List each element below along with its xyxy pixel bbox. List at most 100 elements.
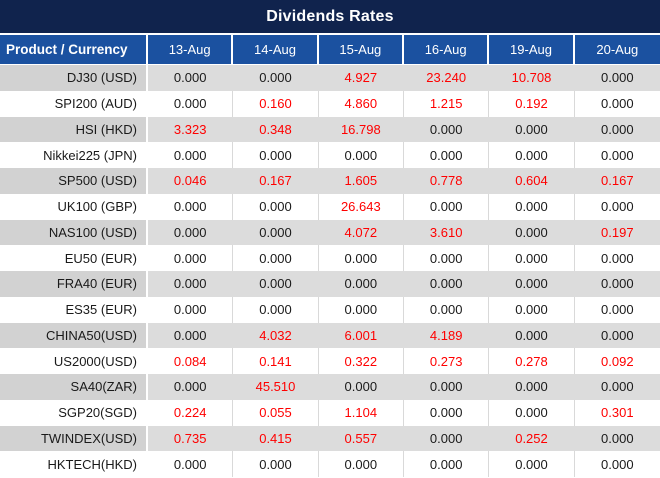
value-cell: 0.000	[404, 296, 490, 323]
value-cell: 0.000	[429, 379, 463, 395]
value-cell: 0.000	[429, 121, 463, 137]
value-cell: 0.000	[148, 90, 234, 117]
value-cell: 0.167	[259, 173, 292, 189]
table-row: SA40(ZAR) 0.000 45.510 0.000 0.000 0.000 0.000	[0, 374, 660, 400]
product-cell: EU50 (EUR)	[0, 245, 148, 271]
value-cell: 0.778	[429, 173, 463, 189]
value-cell: 0.000	[429, 430, 463, 446]
value-cell: 0.348	[259, 121, 292, 137]
value-cell: 0.000	[148, 451, 234, 477]
table-row: TWINDEX(USD) 0.735 0.415 0.557 0.000 0.252 0.0…	[0, 425, 660, 452]
value-cell: 0.278	[489, 348, 575, 374]
value-cell: 0.000	[233, 245, 319, 271]
value-cell: 0.000	[489, 399, 575, 426]
value-cell: 0.192	[489, 90, 575, 117]
product-cell: SPI200 (AUD)	[0, 90, 148, 117]
product-cell: SP500 (USD)	[0, 168, 148, 194]
value-cell: 0.197	[601, 224, 634, 240]
value-cell: 0.000	[233, 451, 319, 477]
product-cell: DJ30 (USD)	[0, 65, 148, 91]
header-product-currency: Product / Currency	[0, 35, 148, 64]
value-cell: 0.000	[515, 121, 548, 137]
product-cell: HSI (HKD)	[0, 116, 148, 143]
value-cell: 0.000	[404, 451, 490, 477]
value-cell: 0.000	[601, 70, 634, 86]
value-cell: 0.000	[601, 327, 634, 343]
header-date: 19-Aug	[489, 35, 575, 64]
value-cell: 0.000	[319, 142, 404, 168]
value-cell: 0.000	[404, 142, 490, 168]
header-date: 15-Aug	[319, 35, 404, 64]
value-cell: 0.224	[148, 399, 234, 426]
product-cell: TWINDEX(USD)	[0, 425, 148, 452]
value-cell: 0.092	[601, 353, 634, 369]
value-cell: 0.000	[173, 276, 207, 292]
value-cell: 0.000	[489, 245, 575, 271]
product-cell: Nikkei225 (JPN)	[0, 142, 148, 168]
table-row: CHINA50(USD) 0.000 4.032 6.001 4.189 0.000 0.0…	[0, 322, 660, 349]
value-cell: 1.104	[319, 399, 404, 426]
table-row: UK100 (GBP) 0.000 0.000 26.643 0.000 0.000 0.0…	[0, 193, 660, 220]
value-cell: 0.000	[601, 379, 634, 395]
value-cell: 4.927	[344, 70, 378, 86]
table-header-row: Product / Currency 13-Aug 14-Aug 15-Aug 16-…	[0, 33, 660, 65]
value-cell: 0.000	[601, 96, 634, 112]
value-cell: 3.323	[173, 121, 207, 137]
value-cell: 0.000	[601, 456, 634, 472]
value-cell: 0.141	[233, 348, 319, 374]
value-cell: 0.000	[173, 379, 207, 395]
value-cell: 0.000	[173, 224, 207, 240]
table-row: SGP20(SGD) 0.224 0.055 1.104 0.000 0.000 0.301	[0, 399, 660, 426]
table-row: FRA40 (EUR) 0.000 0.000 0.000 0.000 0.000 0.00…	[0, 271, 660, 297]
table-row: HSI (HKD) 3.323 0.348 16.798 0.000 0.000 0.000	[0, 116, 660, 143]
value-cell: 0.084	[148, 348, 234, 374]
value-cell: 0.000	[173, 327, 207, 343]
value-cell: 1.605	[344, 173, 378, 189]
table-row: SPI200 (AUD) 0.000 0.160 4.860 1.215 0.192 0.0…	[0, 90, 660, 117]
product-cell: NAS100 (USD)	[0, 219, 148, 246]
product-cell: CHINA50(USD)	[0, 322, 148, 349]
value-cell: 0.000	[173, 70, 207, 86]
value-cell: 0.000	[515, 276, 548, 292]
value-cell: 0.000	[319, 296, 404, 323]
value-cell: 0.000	[148, 142, 234, 168]
value-cell: 0.000	[344, 379, 378, 395]
value-cell: 0.604	[515, 173, 548, 189]
value-cell: 0.000	[489, 451, 575, 477]
value-cell: 0.000	[601, 121, 634, 137]
value-cell: 0.000	[148, 193, 234, 220]
product-cell: US2000(USD)	[0, 348, 148, 374]
value-cell: 0.322	[319, 348, 404, 374]
value-cell: 0.000	[148, 245, 234, 271]
value-cell: 0.000	[319, 451, 404, 477]
value-cell: 3.610	[429, 224, 463, 240]
value-cell: 0.000	[259, 70, 292, 86]
product-cell: SA40(ZAR)	[0, 374, 148, 400]
table-row: EU50 (EUR) 0.000 0.000 0.000 0.000 0.000 0.000	[0, 245, 660, 271]
table-row: DJ30 (USD) 0.000 0.000 4.927 23.240 10.708 0.0…	[0, 65, 660, 91]
value-cell: 23.240	[426, 70, 467, 86]
value-cell: 0.000	[489, 193, 575, 220]
value-cell: 0.735	[173, 430, 207, 446]
value-cell: 0.000	[259, 276, 292, 292]
value-cell: 0.167	[601, 173, 634, 189]
value-cell: 0.000	[515, 379, 548, 395]
value-cell: 0.415	[259, 430, 292, 446]
product-cell: UK100 (GBP)	[0, 193, 148, 220]
value-cell: 1.215	[404, 90, 490, 117]
value-cell: 0.000	[601, 199, 634, 215]
product-cell: FRA40 (EUR)	[0, 271, 148, 297]
table-row: ES35 (EUR) 0.000 0.000 0.000 0.000 0.000 0.000	[0, 296, 660, 323]
value-cell: 4.072	[344, 224, 378, 240]
value-cell: 26.643	[319, 193, 404, 220]
table-title: Dividends Rates	[0, 0, 660, 33]
value-cell: 0.055	[233, 399, 319, 426]
value-cell: 4.189	[429, 327, 463, 343]
value-cell: 0.000	[601, 302, 634, 318]
value-cell: 0.252	[515, 430, 548, 446]
value-cell: 0.000	[429, 276, 463, 292]
value-cell: 0.000	[601, 250, 634, 266]
header-date: 20-Aug	[596, 42, 639, 57]
value-cell: 4.860	[319, 90, 404, 117]
